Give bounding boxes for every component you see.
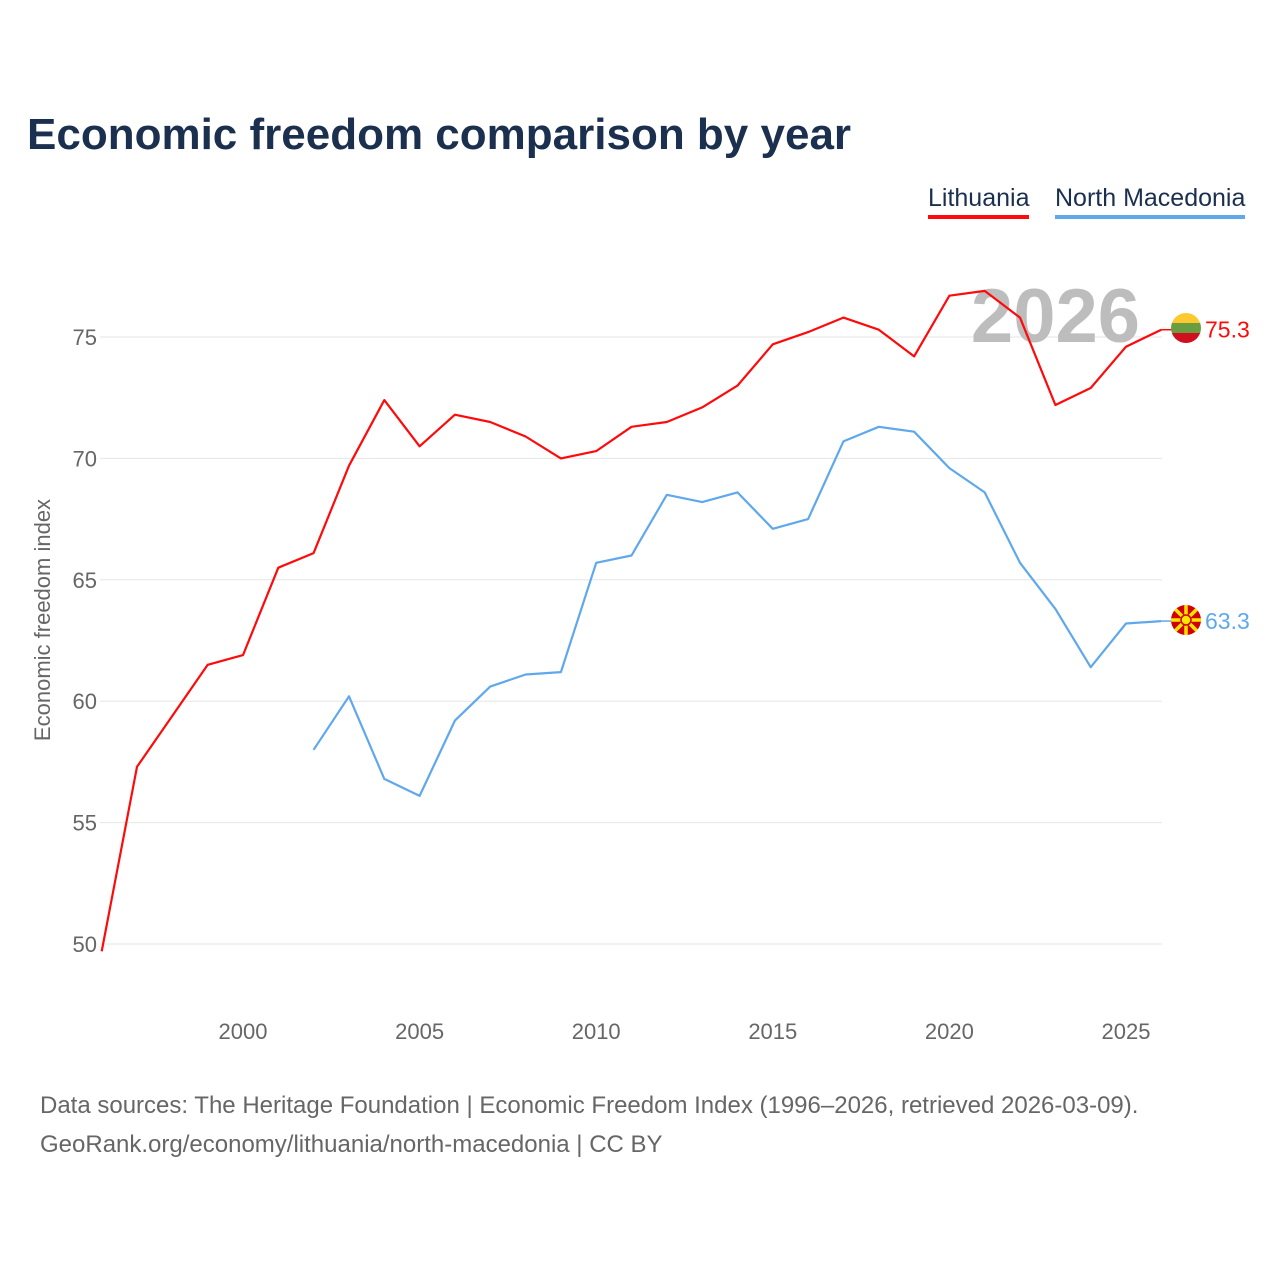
x-tick-label: 2020 <box>925 1019 974 1044</box>
y-tick-label: 70 <box>73 446 97 471</box>
y-tick-label: 55 <box>73 811 97 836</box>
year-watermark: 2026 <box>971 274 1140 359</box>
series-line-lithuania[interactable] <box>100 289 1162 952</box>
legend-item-north-macedonia[interactable]: North Macedonia <box>1055 184 1246 219</box>
legend-item-lithuania[interactable]: Lithuania <box>928 184 1030 219</box>
end-label-north-macedonia: 63.3 <box>1205 608 1250 634</box>
y-axis-label: Economic freedom index <box>30 499 55 741</box>
series-line-north-macedonia[interactable] <box>312 425 1162 797</box>
line-chart: 50 55 60 65 70 75 2000 2005 2010 2015 2020 2025 202… <box>30 274 1250 1044</box>
chart-title: Economic freedom comparison by year <box>27 110 852 159</box>
y-tick-label: 75 <box>73 325 97 350</box>
x-tick-label: 2005 <box>395 1019 444 1044</box>
x-tick-label: 2010 <box>572 1019 621 1044</box>
source-line-2[interactable]: GeoRank.org/economy/lithuania/north-mace… <box>40 1131 663 1158</box>
y-tick-label: 50 <box>73 932 97 957</box>
lithuania-flag-icon <box>1171 313 1201 343</box>
series-lines: 75.3 63.3 <box>100 289 1250 952</box>
x-tick-label: 2025 <box>1102 1019 1151 1044</box>
north-macedonia-flag-icon <box>1171 605 1201 635</box>
x-tick-label: 2015 <box>748 1019 797 1044</box>
end-label-lithuania: 75.3 <box>1205 317 1250 343</box>
source-line-1: Data sources: The Heritage Foundation | … <box>40 1092 1139 1119</box>
y-tick-label: 65 <box>73 568 97 593</box>
source-note: Data sources: The Heritage Foundation | … <box>40 1086 1138 1164</box>
gridlines: 50 55 60 65 70 75 2000 2005 2010 2015 2020 2025 <box>73 325 1162 1044</box>
y-tick-label: 60 <box>73 689 97 714</box>
x-tick-label: 2000 <box>219 1019 268 1044</box>
